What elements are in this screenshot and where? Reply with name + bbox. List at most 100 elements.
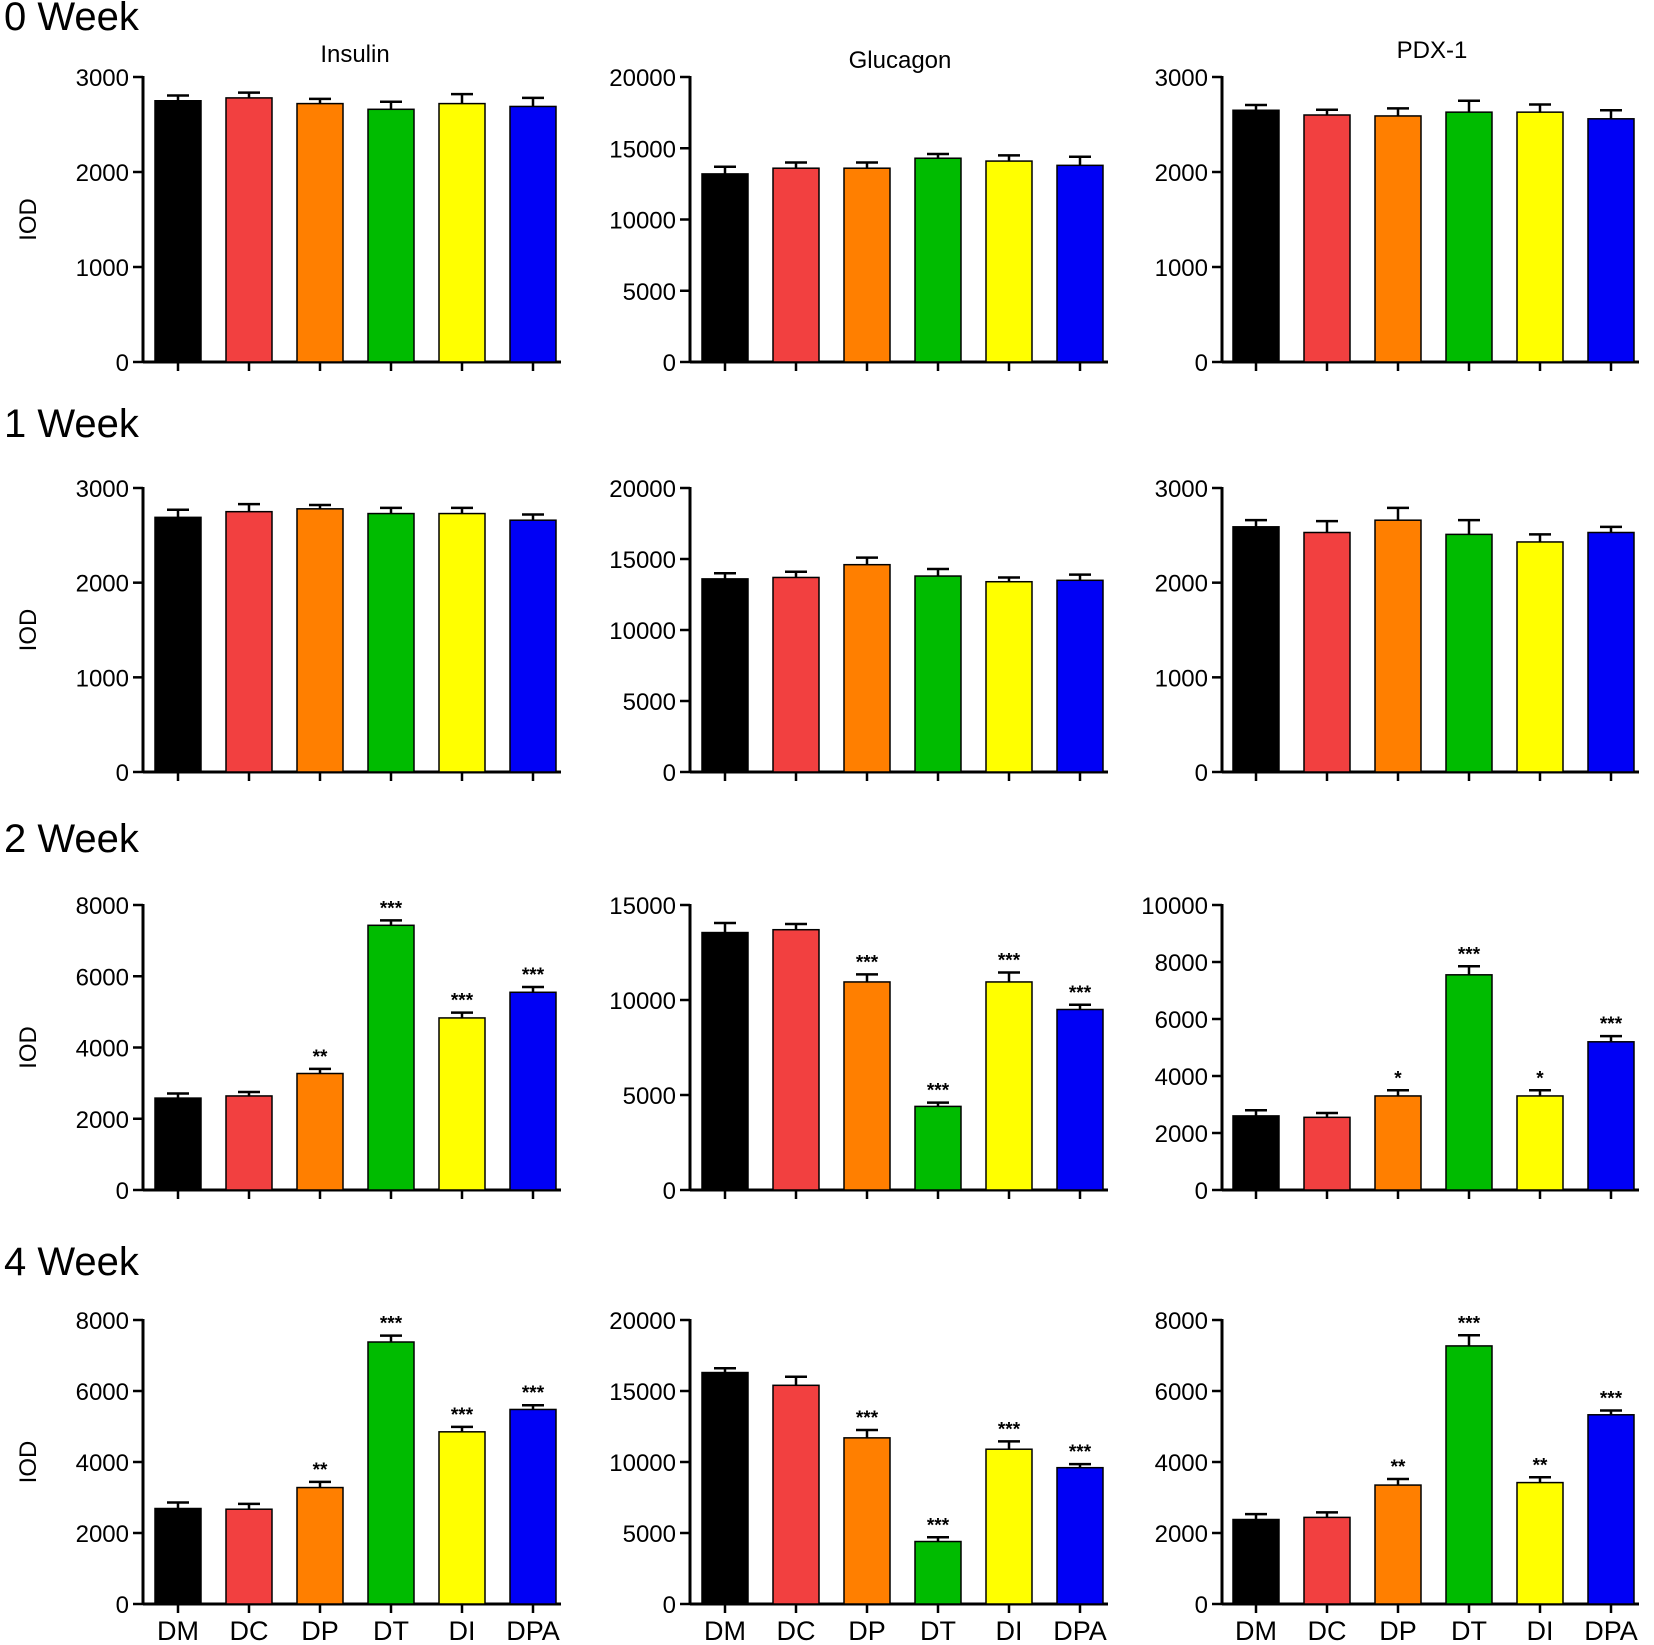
bar-dp <box>1374 115 1422 363</box>
bar-dpa <box>1587 1041 1635 1191</box>
bar-dpa <box>509 519 557 773</box>
bar-dp <box>843 167 891 363</box>
y-tick-label: 3000 <box>76 65 129 92</box>
y-tick-label: 10000 <box>609 1450 676 1477</box>
bar-dpa <box>1056 1008 1104 1191</box>
y-tick-label: 2000 <box>76 571 129 598</box>
bar-di <box>1516 541 1564 773</box>
y-tick-label: 15000 <box>609 136 676 163</box>
bar-dpa <box>1587 118 1635 363</box>
significance-label: ** <box>1533 1455 1548 1476</box>
y-tick-label: 0 <box>663 1178 676 1205</box>
row-title-2-week: 2 Week <box>4 817 140 861</box>
significance-label: ** <box>313 1047 328 1068</box>
bar-dpa <box>1056 1466 1104 1605</box>
chart-panel: 0 2000 4000 6000 8000 DM DC ** DP *** DT ** DI *** DPA <box>1155 1308 1639 1645</box>
category-label-dm: DM <box>704 1616 746 1645</box>
category-label-dpa: DPA <box>1053 1616 1107 1645</box>
significance-label: *** <box>1458 944 1481 965</box>
y-tick-label: 0 <box>116 1178 129 1205</box>
y-tick-label: 2000 <box>76 160 129 187</box>
y-axis-label: IOD <box>15 1441 42 1484</box>
bar-dm <box>701 173 749 363</box>
significance-label: *** <box>451 1405 474 1426</box>
bar-dt <box>367 1341 415 1605</box>
row-title-0-week: 0 Week <box>4 0 140 39</box>
bar-dpa <box>1587 531 1635 773</box>
category-label-dt: DT <box>373 1616 409 1645</box>
y-tick-label: 3000 <box>76 476 129 503</box>
bar-dt <box>914 575 962 773</box>
bar-dc <box>1303 114 1351 363</box>
bar-dm <box>701 931 749 1191</box>
category-label-dc: DC <box>230 1616 269 1645</box>
column-title-insulin: Insulin <box>320 41 389 68</box>
chart-panel: 0 1000 2000 3000 IOD <box>15 65 561 377</box>
y-tick-label: 10000 <box>609 208 676 235</box>
bar-dp <box>296 1072 344 1191</box>
category-label-di: DI <box>449 1616 476 1645</box>
chart-panel: 0 5000 10000 15000 20000 <box>609 65 1108 377</box>
y-tick-label: 6000 <box>76 1379 129 1406</box>
bar-di <box>438 1017 486 1191</box>
row-title-1-week: 1 Week <box>4 402 140 446</box>
bar-dm <box>701 578 749 773</box>
y-axis-label: IOD <box>15 198 42 241</box>
y-tick-label: 6000 <box>1155 1007 1208 1034</box>
chart-panel: 0 5000 10000 15000 *** *** *** *** <box>609 893 1108 1205</box>
bar-dpa <box>1056 579 1104 773</box>
bar-dt <box>914 1105 962 1191</box>
y-tick-label: 0 <box>663 760 676 787</box>
significance-label: *** <box>380 898 403 919</box>
y-tick-label: 5000 <box>623 689 676 716</box>
y-tick-label: 2000 <box>1155 1121 1208 1148</box>
bar-dp <box>1374 519 1422 773</box>
significance-label: *** <box>1600 1014 1623 1035</box>
bar-dp <box>843 563 891 773</box>
bar-dt <box>1445 533 1493 773</box>
bar-dm <box>1232 526 1280 773</box>
y-tick-label: 8000 <box>1155 950 1208 977</box>
category-label-dm: DM <box>1235 1616 1277 1645</box>
category-label-dc: DC <box>777 1616 816 1645</box>
significance-label: *** <box>451 991 474 1012</box>
y-tick-label: 8000 <box>76 1308 129 1335</box>
category-label-dpa: DPA <box>506 1616 560 1645</box>
bar-dpa <box>509 1408 557 1605</box>
y-tick-label: 1000 <box>76 255 129 282</box>
bar-dp <box>843 981 891 1191</box>
bar-dm <box>154 100 202 363</box>
y-tick-label: 0 <box>663 350 676 377</box>
bar-di <box>985 160 1033 363</box>
bar-dt <box>1445 974 1493 1191</box>
y-tick-label: 6000 <box>1155 1379 1208 1406</box>
significance-label: *** <box>927 1081 950 1102</box>
bar-dm <box>154 1507 202 1605</box>
bar-dp <box>296 102 344 363</box>
bar-dpa <box>1587 1414 1635 1605</box>
column-title-pdx1: PDX-1 <box>1397 37 1468 64</box>
bar-dm <box>1232 109 1280 363</box>
bar-dt <box>1445 1345 1493 1605</box>
significance-label: *** <box>1069 1442 1092 1463</box>
bar-dc <box>772 167 820 363</box>
y-tick-label: 0 <box>1195 760 1208 787</box>
y-tick-label: 2000 <box>76 1521 129 1548</box>
y-tick-label: 4000 <box>76 1036 129 1063</box>
significance-label: *** <box>380 1314 403 1335</box>
bar-dm <box>701 1371 749 1605</box>
y-tick-label: 15000 <box>609 893 676 920</box>
y-tick-label: 0 <box>663 1592 676 1619</box>
y-tick-label: 0 <box>1195 1178 1208 1205</box>
bar-dc <box>225 510 273 773</box>
bar-dc <box>1303 1516 1351 1605</box>
significance-label: ** <box>313 1460 328 1481</box>
bar-dc <box>772 576 820 773</box>
category-label-dt: DT <box>1451 1616 1487 1645</box>
y-tick-label: 1000 <box>76 665 129 692</box>
bar-dc <box>225 1508 273 1605</box>
y-tick-label: 0 <box>116 760 129 787</box>
significance-label: *** <box>998 1419 1021 1440</box>
